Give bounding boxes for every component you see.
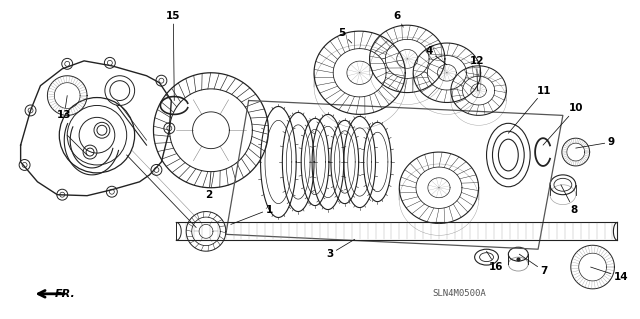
Text: 3: 3 xyxy=(326,239,355,259)
Text: 8: 8 xyxy=(561,185,577,215)
Text: 4: 4 xyxy=(426,46,447,65)
Text: 13: 13 xyxy=(57,96,72,120)
Text: 16: 16 xyxy=(486,251,504,272)
Text: FR.: FR. xyxy=(54,289,75,299)
Text: SLN4M0500A: SLN4M0500A xyxy=(432,289,486,298)
Text: 5: 5 xyxy=(338,28,352,43)
Text: 7: 7 xyxy=(519,254,548,276)
Text: 10: 10 xyxy=(543,103,583,145)
Text: 12: 12 xyxy=(469,56,484,91)
Text: 6: 6 xyxy=(394,11,403,27)
Text: 11: 11 xyxy=(508,85,551,133)
Text: 9: 9 xyxy=(576,137,614,148)
Text: 2: 2 xyxy=(205,172,212,200)
Text: 15: 15 xyxy=(166,11,180,100)
Text: 1: 1 xyxy=(231,204,273,225)
Text: 14: 14 xyxy=(591,267,628,282)
